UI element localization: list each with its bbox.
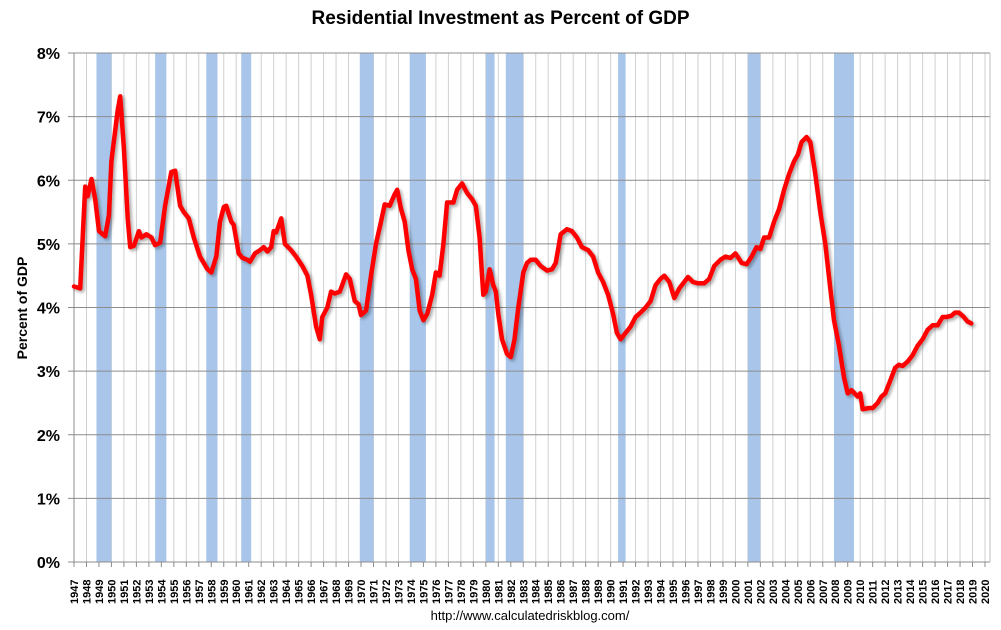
x-tick-label: 2000	[730, 580, 742, 604]
x-tick-label: 1992	[631, 580, 643, 604]
x-tick-label: 1962	[256, 580, 268, 604]
x-tick-label: 1953	[144, 580, 156, 604]
x-tick-label: 1951	[119, 580, 131, 604]
x-tick-label: 1983	[518, 580, 530, 604]
x-tick-label: 1975	[418, 580, 430, 604]
y-tick-label: 7%	[37, 110, 60, 127]
x-tick-label: 1997	[693, 580, 705, 604]
chart-title: Residential Investment as Percent of GDP	[311, 8, 690, 29]
source-url: http://www.calculatedriskblog.com/	[430, 608, 630, 623]
x-tick-label: 1993	[643, 580, 655, 604]
x-tick-label: 1972	[381, 580, 393, 604]
x-tick-label: 2020	[980, 580, 992, 604]
x-tick-label: 1979	[468, 580, 480, 604]
x-tick-label: 1952	[131, 580, 143, 604]
x-tick-label: 1987	[568, 580, 580, 604]
y-tick-label: 1%	[37, 491, 60, 508]
x-tick-label: 1968	[331, 580, 343, 604]
x-tick-label: 2008	[830, 580, 842, 604]
x-tick-label: 1958	[206, 580, 218, 604]
x-tick-label: 2013	[893, 580, 905, 604]
y-tick-label: 0%	[37, 555, 60, 572]
x-tick-label: 2001	[743, 580, 755, 604]
x-tick-label: 1961	[244, 580, 256, 604]
x-tick-label: 2005	[793, 580, 805, 604]
x-tick-label: 2019	[968, 580, 980, 604]
y-tick-label: 2%	[37, 428, 60, 445]
x-tick-label: 1981	[493, 580, 505, 604]
x-tick-label: 1986	[556, 580, 568, 604]
x-tick-label: 1998	[705, 580, 717, 604]
x-tick-label: 1965	[294, 580, 306, 604]
x-tick-label: 1957	[194, 580, 206, 604]
x-tick-label: 1954	[156, 579, 168, 604]
y-tick-label: 3%	[37, 364, 60, 381]
x-tick-label: 2009	[843, 580, 855, 604]
x-tick-label: 1985	[543, 580, 555, 604]
x-tick-label: 2004	[780, 579, 792, 604]
x-tick-label: 2017	[943, 580, 955, 604]
x-tick-label: 1964	[281, 579, 293, 604]
series-line	[71, 94, 974, 412]
y-tick-label: 8%	[37, 46, 60, 63]
x-tick-label: 2003	[768, 580, 780, 604]
x-tick-label: 1947	[69, 580, 81, 604]
x-tick-label: 1982	[506, 580, 518, 604]
x-tick-label: 1966	[306, 580, 318, 604]
x-tick-label: 1956	[181, 580, 193, 604]
x-tick-label: 1995	[668, 580, 680, 604]
x-tick-label: 1996	[680, 580, 692, 604]
x-tick-label: 1976	[431, 580, 443, 604]
x-tick-label: 1960	[231, 580, 243, 604]
x-tick-label: 2018	[955, 580, 967, 604]
x-tick-label: 1978	[456, 580, 468, 604]
y-tick-label: 5%	[37, 237, 60, 254]
x-tick-label: 2010	[855, 580, 867, 604]
x-tick-label: 1989	[593, 580, 605, 604]
x-tick-label: 1973	[393, 580, 405, 604]
x-tick-label: 2006	[805, 580, 817, 604]
x-tick-label: 1949	[94, 580, 106, 604]
x-tick-label: 1950	[106, 580, 118, 604]
x-tick-label: 1971	[369, 580, 381, 604]
x-tick-label: 1974	[406, 579, 418, 604]
x-tick-label: 1977	[443, 580, 455, 604]
x-tick-label: 1990	[606, 580, 618, 604]
x-tick-label: 1999	[718, 580, 730, 604]
x-tick-label: 2007	[818, 580, 830, 604]
x-tick-label: 1959	[219, 580, 231, 604]
x-tick-label: 2011	[868, 580, 880, 604]
x-tick-label: 1969	[344, 580, 356, 604]
x-tick-label: 1948	[81, 580, 93, 604]
x-tick-label: 2014	[905, 579, 917, 604]
y-tick-label: 4%	[37, 301, 60, 318]
x-tick-label: 1980	[481, 580, 493, 604]
x-tick-label: 1970	[356, 580, 368, 604]
x-tick-label: 2002	[755, 580, 767, 604]
x-tick-label: 1994	[656, 579, 668, 604]
x-tick-label: 2016	[930, 580, 942, 604]
x-tick-label: 1991	[618, 580, 630, 604]
x-tick-label: 1963	[269, 580, 281, 604]
x-tick-label: 1984	[531, 579, 543, 604]
x-tick-label: 1988	[581, 580, 593, 604]
x-tick-label: 2012	[880, 580, 892, 604]
y-tick-label: 6%	[37, 173, 60, 190]
x-tick-label: 2015	[918, 580, 930, 604]
x-tick-label: 1955	[169, 580, 181, 604]
x-tick-label: 1967	[319, 580, 331, 604]
